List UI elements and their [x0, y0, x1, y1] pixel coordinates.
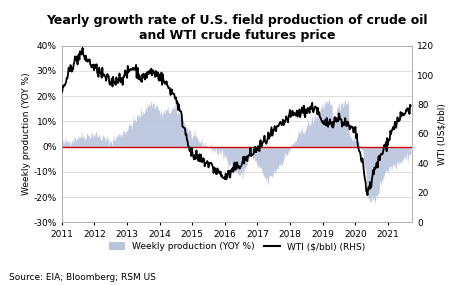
Legend: Weekly production (YOY %), WTI ($/bbl) (RHS): Weekly production (YOY %), WTI ($/bbl) (… [105, 239, 369, 255]
Y-axis label: Weekly production (YOY %): Weekly production (YOY %) [22, 73, 31, 195]
Text: Source: EIA; Bloomberg; RSM US: Source: EIA; Bloomberg; RSM US [9, 273, 156, 282]
Y-axis label: WTI (US$/bbl): WTI (US$/bbl) [438, 103, 446, 165]
Title: Yearly growth rate of U.S. field production of crude oil
and WTI crude futures p: Yearly growth rate of U.S. field product… [46, 14, 428, 42]
